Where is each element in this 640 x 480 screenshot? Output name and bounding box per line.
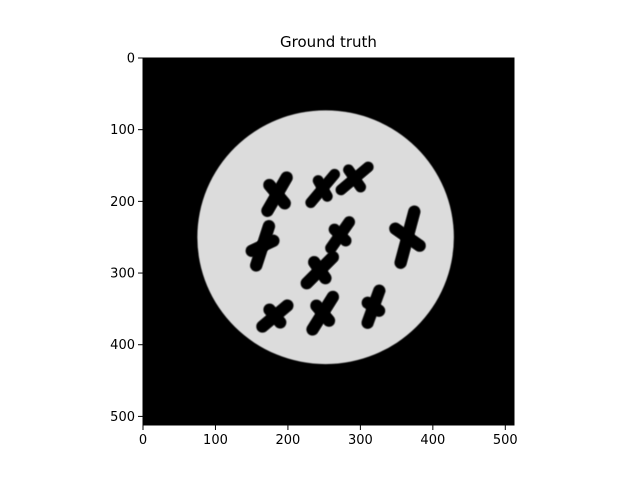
hole-segment-17 bbox=[310, 299, 336, 327]
y-tick-label: 0 bbox=[127, 52, 135, 67]
x-tick-label: 100 bbox=[203, 433, 228, 448]
x-tick-label: 400 bbox=[420, 433, 445, 448]
hole-segment-19 bbox=[361, 296, 386, 317]
y-tick-label: 100 bbox=[110, 123, 135, 138]
y-tick-label: 300 bbox=[110, 267, 135, 282]
hole-segment-5 bbox=[343, 164, 367, 193]
hole-segment-13 bbox=[308, 255, 332, 285]
y-tick-label: 400 bbox=[110, 338, 135, 353]
phantom-disk bbox=[197, 110, 454, 365]
x-tick-label: 0 bbox=[139, 433, 147, 448]
axes-frame bbox=[142, 57, 515, 426]
x-tick-label: 500 bbox=[493, 433, 518, 448]
hole-segment-7 bbox=[245, 234, 280, 258]
hole-segment-1 bbox=[263, 178, 291, 210]
hole-segment-9 bbox=[328, 223, 352, 247]
chart-title: Ground truth bbox=[280, 33, 377, 51]
y-tick-label: 200 bbox=[110, 195, 135, 210]
hole-segment-3 bbox=[312, 175, 333, 202]
hole-segment-15 bbox=[263, 303, 287, 329]
y-tick-label: 500 bbox=[110, 410, 135, 425]
hole-segment-11 bbox=[389, 222, 426, 252]
x-tick-label: 300 bbox=[348, 433, 373, 448]
x-tick-label: 200 bbox=[276, 433, 301, 448]
